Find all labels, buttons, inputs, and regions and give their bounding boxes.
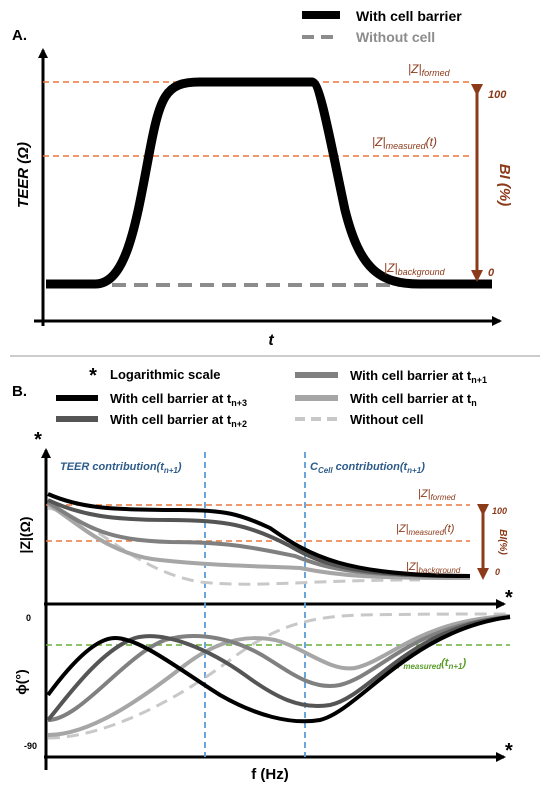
mag-curve-n [46, 502, 471, 580]
b-level-formed-label: |Z|formed [418, 488, 456, 502]
teer-contribution-label: TEER contribution(tn+1) [60, 461, 182, 475]
level-measured-label: |Z|measured(t) [372, 135, 437, 151]
panel-b-y-star: * [34, 429, 42, 451]
b-bi-top-tick: 100 [492, 506, 507, 516]
phase-curve-n3 [46, 615, 511, 724]
legend-solid-label: With cell barrier [356, 8, 462, 24]
bi-label: BI (%) [496, 164, 513, 207]
phase-tick-neg90: -90 [24, 741, 37, 751]
legend-n3-label: With cell barrier at tn+3 [110, 391, 247, 408]
legend-log-text: Logarithmic scale [110, 367, 221, 382]
panel-b-mag-star: * [505, 587, 513, 609]
ccell-contribution-label: CCell contribution(tn+1) [310, 461, 425, 475]
level-background-label: |Z|background [384, 261, 446, 277]
panel-b-mag-y-label: |Z|(Ω) [17, 517, 33, 554]
b-level-measured-label: |Z|measured(t) [396, 523, 455, 537]
legend-nocell-label: Without cell [350, 412, 424, 427]
b-level-background-label: |Z|background [406, 561, 461, 575]
legend-n1-label: With cell barrier at tn+1 [350, 368, 487, 385]
mag-curve-n3 [47, 492, 471, 578]
phase-curve-n2 [46, 615, 511, 722]
panel-b-phase-star: * [505, 740, 513, 762]
legend-log-star: * [89, 365, 97, 387]
panel-b: B. * Logarithmic scale With cell barrier… [12, 365, 513, 783]
panel-b-phase-y-label: ϕ(°) [13, 669, 29, 694]
mag-curve-n2 [47, 498, 471, 578]
legend-n2-label: With cell barrier at tn+2 [110, 412, 247, 429]
panel-b-label: B. [12, 383, 27, 400]
with-cell-barrier-curve [46, 77, 492, 289]
panel-a-y-label: TEER (Ω) [15, 142, 32, 208]
panel-a-x-label: t [268, 332, 274, 349]
panel-a-label: A. [12, 27, 27, 44]
legend-dashed-label: Without cell [356, 29, 435, 45]
phase-curve-nocell [47, 612, 511, 740]
level-formed-label: |Z|formed [408, 62, 451, 78]
phase-curve-n1 [47, 615, 511, 722]
phase-curve-n [47, 614, 511, 737]
b-bi-label: BI(%) [497, 529, 508, 555]
panel-a: A. With cell barrier Without cell TEER (… [12, 8, 513, 349]
phase-tick-zero: 0 [26, 613, 31, 623]
bi-top-tick: 100 [488, 89, 507, 101]
bi-bottom-tick: 0 [488, 267, 495, 279]
legend-n-label: With cell barrier at tn [350, 391, 477, 408]
b-bi-bottom-tick: 0 [495, 567, 500, 577]
panel-b-x-label: f (Hz) [251, 766, 289, 783]
